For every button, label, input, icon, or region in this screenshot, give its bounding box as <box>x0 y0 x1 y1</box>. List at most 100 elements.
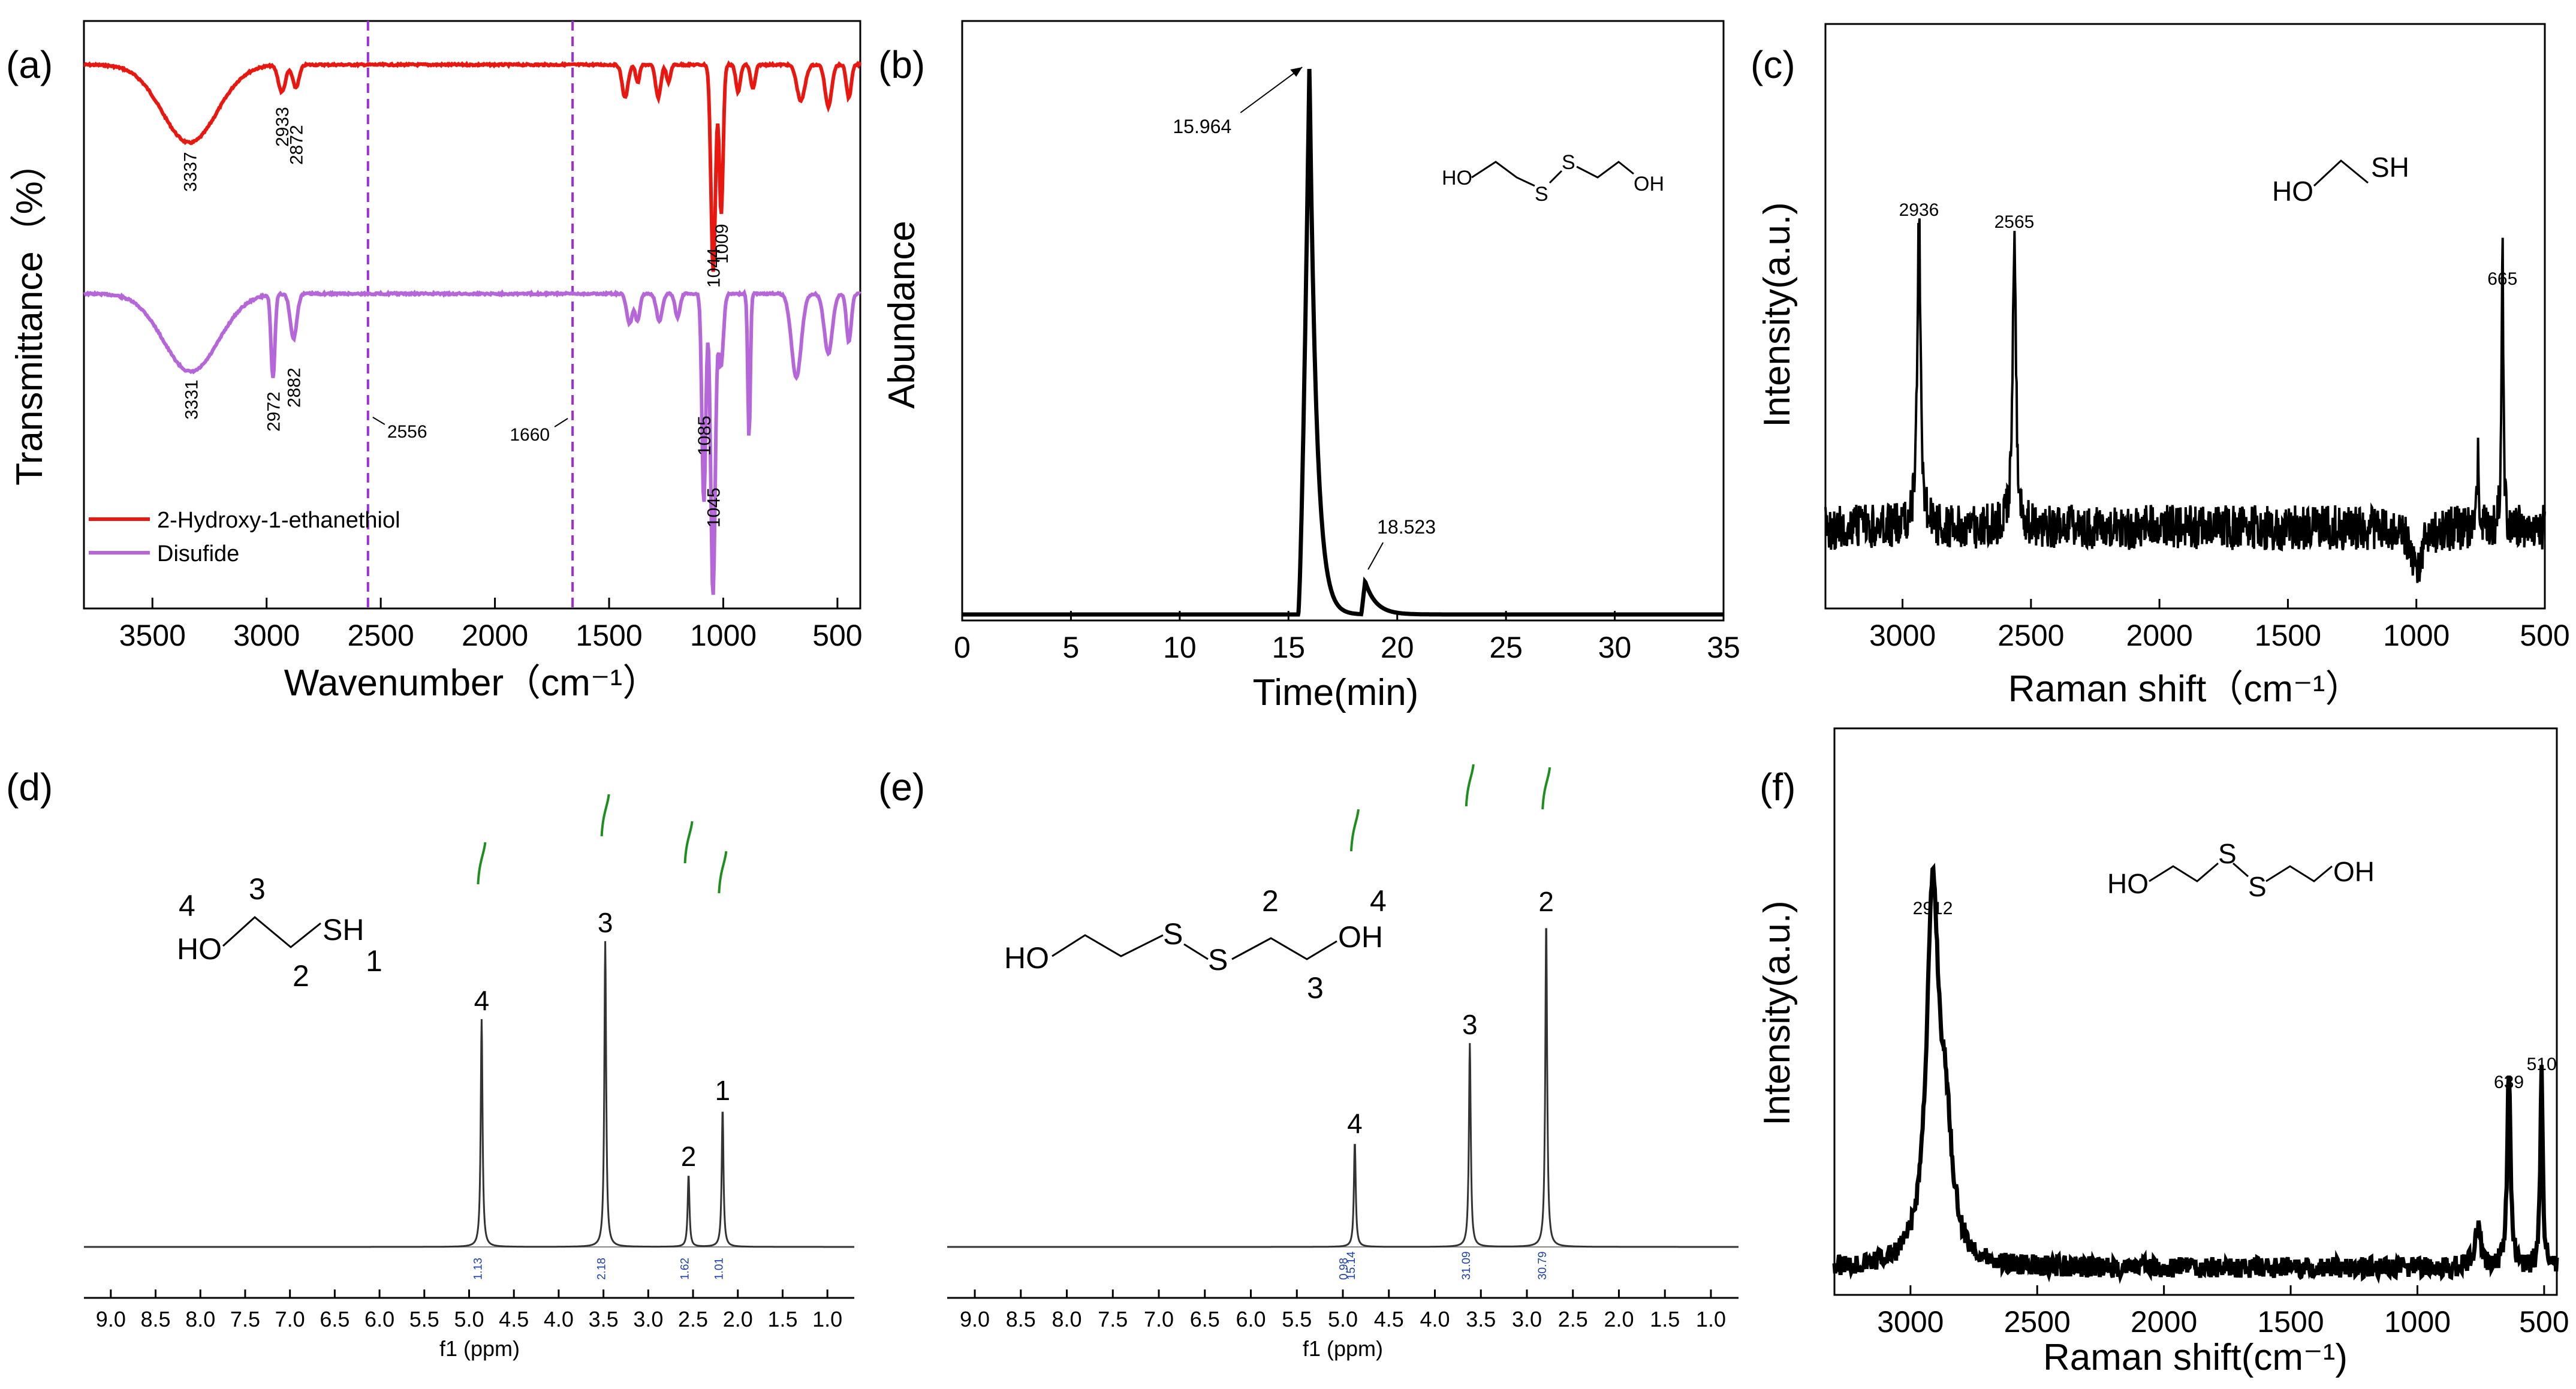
e-tick-label: 5.0 <box>1328 1307 1358 1331</box>
panel-c-x-ticks: 3000 2500 2000 1500 1000 500 <box>1869 599 2570 652</box>
struct-b-bonds-right <box>1576 161 1634 179</box>
peak-number: 1 <box>715 1075 731 1106</box>
peak-arrow <box>1240 67 1303 113</box>
structure-thiol-d: 4 3 HO SH 2 1 <box>177 872 382 993</box>
struct-b-ss-bond <box>1548 170 1563 184</box>
panel-c-peak-labels: 2936 2565 665 <box>1899 200 2518 289</box>
peak-label: 1044 <box>704 248 724 288</box>
b-tick-label: 25 <box>1489 631 1523 664</box>
annotation-label: 2556 <box>387 422 427 442</box>
panel-b-label: (b) <box>878 43 925 86</box>
f-tick-label: 2500 <box>2004 1305 2071 1339</box>
panel-d-xlabel: f1 (ppm) <box>439 1336 520 1361</box>
panel-b-ylabel: Abundance <box>881 221 923 409</box>
a-tick-label: 500 <box>812 619 862 652</box>
struct-e-ho: HO <box>1004 941 1049 975</box>
c-tick-label: 3000 <box>1869 619 1936 652</box>
peak-label: 2912 <box>1913 899 1953 918</box>
panel-b-gc: (b) 15.964 18.523 0 5 10 15 20 25 30 35 Abundanc… <box>878 20 1740 713</box>
d-tick-label: 4.5 <box>499 1307 529 1331</box>
peak-number: 4 <box>1347 1108 1363 1139</box>
d-tick-label: 5.5 <box>409 1307 439 1331</box>
panel-c-xlabel: Raman shift（cm⁻¹） <box>2008 668 2363 710</box>
c-tick-label: 1500 <box>2255 619 2321 652</box>
panel-a-x-ticks: 3500 3000 2500 2000 1500 1000 500 <box>119 598 863 652</box>
f-tick-label: 2000 <box>2131 1305 2197 1339</box>
struct-b-s1: S <box>1535 183 1548 206</box>
integral-value: 31.09 <box>1460 1251 1473 1280</box>
struct-e-n3: 3 <box>1307 971 1324 1005</box>
integral-curve <box>1349 809 1360 852</box>
e-tick-label: 6.0 <box>1236 1307 1266 1331</box>
panel-f-label: (f) <box>1759 766 1795 809</box>
d-tick-label: 2.0 <box>723 1307 753 1331</box>
panel-e-label: (e) <box>878 766 925 809</box>
integral-value: 0.98 <box>1338 1258 1351 1280</box>
e-tick-label: 2.5 <box>1558 1307 1588 1331</box>
b-tick-label: 30 <box>1598 631 1632 664</box>
peak-label: 2882 <box>285 367 305 408</box>
peak-number: 3 <box>1462 1009 1478 1040</box>
panel-d-label: (d) <box>6 766 53 809</box>
chromatogram-line <box>962 68 1724 617</box>
integral-value: 15.14 <box>1345 1251 1358 1280</box>
peak-label: 2933 <box>273 107 293 147</box>
a-tick-label: 2500 <box>348 619 414 652</box>
series-line-disulfide <box>83 288 861 595</box>
panel-a-label: (a) <box>6 43 53 86</box>
structure-disulfide-f: HO S S OH <box>2107 838 2375 902</box>
peak-label: 3337 <box>180 152 200 192</box>
panel-a-guide-lines <box>366 21 574 608</box>
panel-a-annotations: 2556 1660 <box>372 417 568 445</box>
panel-c-frame <box>1824 23 2546 610</box>
f-tick-label: 1500 <box>2257 1305 2324 1339</box>
b-tick-label: 15 <box>1272 631 1305 664</box>
d-tick-label: 3.0 <box>633 1307 663 1331</box>
peak-label: 2972 <box>264 391 284 432</box>
b-tick-label: 20 <box>1381 631 1414 664</box>
peak-label: 1009 <box>712 224 732 264</box>
d-tick-label: 4.0 <box>544 1307 574 1331</box>
e-tick-label: 8.0 <box>1052 1307 1082 1331</box>
panel-b-frame <box>961 20 1725 622</box>
panel-b-peak-labels: 15.964 18.523 <box>1173 67 1436 570</box>
e-tick-label: 1.0 <box>1696 1307 1726 1331</box>
integral-value: 1.13 <box>472 1258 484 1280</box>
struct-e-bonds-left <box>1052 934 1164 957</box>
e-tick-label: 6.5 <box>1190 1307 1220 1331</box>
f-tick-label: 3000 <box>1877 1305 1944 1339</box>
integral-curve <box>477 842 487 885</box>
d-tick-label: 6.5 <box>320 1307 350 1331</box>
panel-c-ylabel: Intensity(a.u.) <box>1756 202 1798 427</box>
struct-f-bonds-left <box>2149 862 2219 882</box>
annotation-arrow <box>372 417 385 425</box>
annotation-label: 1660 <box>510 425 550 445</box>
peak-number: 2 <box>681 1141 697 1172</box>
e-tick-label: 8.5 <box>1006 1307 1036 1331</box>
peak-label: 665 <box>2487 269 2517 289</box>
raman-line-thiol <box>1824 218 2546 583</box>
panel-a-ylabel: Transmittance（%） <box>9 144 50 486</box>
panel-f-ylabel: Intensity(a.u.) <box>1756 900 1798 1126</box>
integral-curve <box>600 794 610 837</box>
integral-value: 1.62 <box>679 1258 692 1280</box>
e-tick-label: 4.5 <box>1374 1307 1404 1331</box>
struct-d-ho: HO <box>177 932 222 966</box>
panel-b-x-ticks: 0 5 10 15 20 25 30 35 <box>954 611 1740 664</box>
f-tick-label: 500 <box>2519 1305 2569 1339</box>
c-tick-label: 1000 <box>2383 619 2450 652</box>
peak-arrowhead <box>1290 67 1303 77</box>
e-tick-label: 7.0 <box>1144 1307 1174 1331</box>
panel-e-x-ticks: 9.0 8.5 8.0 7.5 7.0 6.5 6.0 5.5 5.0 4.5 4.0 3.5 3.0 2… <box>960 1289 1726 1331</box>
peak-label: 18.523 <box>1377 516 1436 538</box>
integral-curve <box>718 851 728 894</box>
panel-d-x-ticks: 9.0 8.5 8.0 7.5 7.0 6.5 6.0 5.5 5.0 4.5 4.0 3.5 3.0 2… <box>96 1289 842 1331</box>
integral-curve <box>1541 767 1551 810</box>
e-tick-label: 4.0 <box>1420 1307 1450 1331</box>
panel-a-legend: 2-Hydroxy-1-ethanethiol Disufide <box>89 508 400 567</box>
nmr-spectrum-e <box>947 928 1739 1248</box>
d-tick-label: 5.0 <box>454 1307 484 1331</box>
